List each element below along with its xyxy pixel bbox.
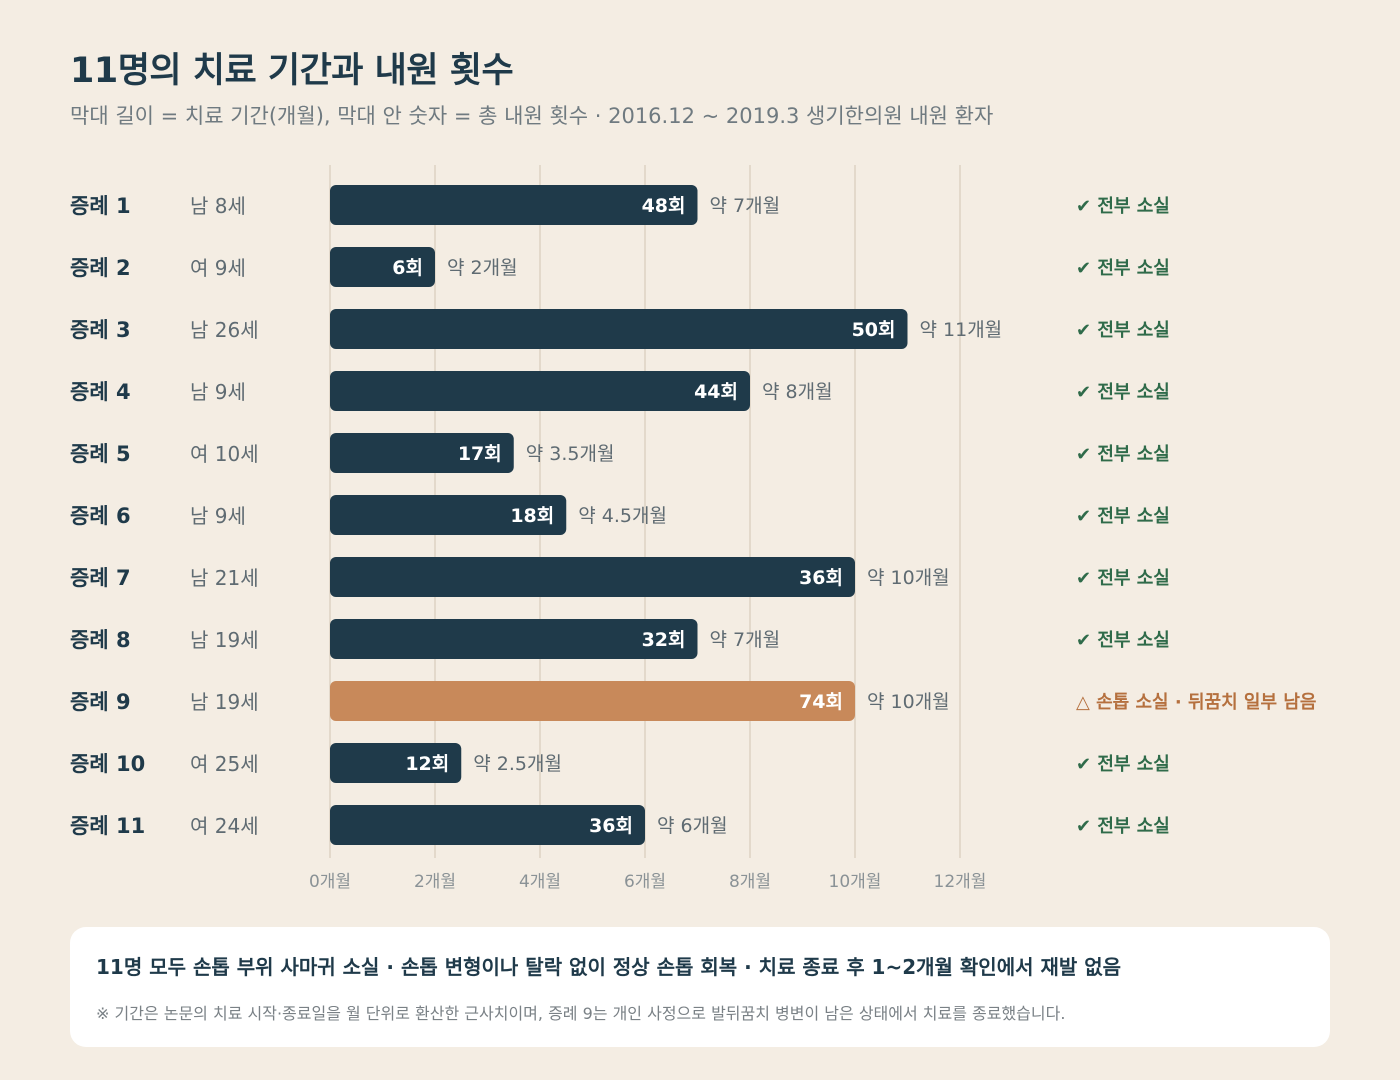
chart-row: 증례 6 남 9세 18회 약 4.5개월 ✔ 전부 소실 <box>70 495 1170 535</box>
patient-label: 남 19세 <box>190 690 259 714</box>
footnote-text: ※ 기간은 논문의 치료 시작·종료일을 월 단위로 환산한 근사치이며, 증례… <box>96 1004 1066 1023</box>
chart-row: 증례 11 여 24세 36회 약 6개월 ✔ 전부 소실 <box>70 805 1170 845</box>
case-label: 증례 1 <box>70 194 131 218</box>
patient-label: 여 25세 <box>190 752 259 776</box>
status-label: ✔ 전부 소실 <box>1076 816 1170 837</box>
x-tick-label: 2개월 <box>414 872 456 892</box>
bar-duration-label: 약 7개월 <box>710 629 781 651</box>
case-label: 증례 3 <box>70 318 131 342</box>
summary-text: 11명 모두 손톱 부위 사마귀 소실 · 손톱 변형이나 탈락 없이 정상 손… <box>96 955 1122 979</box>
chart-row: 증례 9 남 19세 74회 약 10개월 △ 손톱 소실 · 뒤꿈치 일부 남음 <box>70 681 1316 721</box>
bar <box>330 681 855 721</box>
bar-duration-label: 약 6개월 <box>657 815 728 837</box>
status-label: ✔ 전부 소실 <box>1076 506 1170 527</box>
bar-visits-label: 12회 <box>405 753 449 775</box>
bar <box>330 495 567 535</box>
chart-row: 증례 3 남 26세 50회 약 11개월 ✔ 전부 소실 <box>70 309 1170 349</box>
chart-row: 증례 7 남 21세 36회 약 10개월 ✔ 전부 소실 <box>70 557 1170 597</box>
bar <box>330 743 462 783</box>
case-label: 증례 5 <box>70 442 131 466</box>
bar-visits-label: 48회 <box>642 195 686 217</box>
status-label: △ 손톱 소실 · 뒤꿈치 일부 남음 <box>1076 692 1316 713</box>
bar-duration-label: 약 8개월 <box>762 381 833 403</box>
bar-visits-label: 44회 <box>694 381 738 403</box>
bar-visits-label: 17회 <box>458 443 502 465</box>
x-tick-label: 4개월 <box>519 872 561 892</box>
status-label: ✔ 전부 소실 <box>1076 382 1170 403</box>
bar-visits-label: 74회 <box>799 691 843 713</box>
x-tick-label: 10개월 <box>829 872 882 892</box>
bar <box>330 185 698 225</box>
patient-label: 여 9세 <box>190 256 246 280</box>
bar-visits-label: 36회 <box>799 567 843 589</box>
bar <box>330 557 855 597</box>
bar-duration-label: 약 3.5개월 <box>526 443 615 465</box>
bar <box>330 309 908 349</box>
bar-visits-label: 50회 <box>852 319 896 341</box>
case-label: 증례 2 <box>70 256 131 280</box>
bar-duration-label: 약 2개월 <box>447 257 518 279</box>
x-tick-label: 6개월 <box>624 872 666 892</box>
bar-duration-label: 약 4.5개월 <box>578 505 667 527</box>
bar-duration-label: 약 7개월 <box>710 195 781 217</box>
bar-visits-label: 32회 <box>642 629 686 651</box>
chart-row: 증례 5 여 10세 17회 약 3.5개월 ✔ 전부 소실 <box>70 433 1170 473</box>
bar-duration-label: 약 2.5개월 <box>473 753 562 775</box>
case-label: 증례 7 <box>70 566 131 590</box>
bar <box>330 619 698 659</box>
page-title: 11명의 치료 기간과 내원 횟수 <box>70 51 514 91</box>
bar-duration-label: 약 11개월 <box>920 319 1003 341</box>
bar <box>330 247 435 287</box>
case-label: 증례 8 <box>70 628 131 652</box>
status-label: ✔ 전부 소실 <box>1076 196 1170 217</box>
bar-duration-label: 약 10개월 <box>867 567 950 589</box>
chart-row: 증례 10 여 25세 12회 약 2.5개월 ✔ 전부 소실 <box>70 743 1170 783</box>
status-label: ✔ 전부 소실 <box>1076 320 1170 341</box>
case-label: 증례 6 <box>70 504 131 528</box>
status-label: ✔ 전부 소실 <box>1076 444 1170 465</box>
chart-row: 증례 1 남 8세 48회 약 7개월 ✔ 전부 소실 <box>70 185 1170 225</box>
patient-label: 남 26세 <box>190 318 259 342</box>
bar-visits-label: 18회 <box>510 505 554 527</box>
chart-row: 증례 4 남 9세 44회 약 8개월 ✔ 전부 소실 <box>70 371 1170 411</box>
x-tick-label: 0개월 <box>309 872 351 892</box>
patient-label: 남 19세 <box>190 628 259 652</box>
patient-label: 남 8세 <box>190 194 246 218</box>
bar-duration-label: 약 10개월 <box>867 691 950 713</box>
status-label: ✔ 전부 소실 <box>1076 568 1170 589</box>
x-tick-label: 8개월 <box>729 872 771 892</box>
chart-row: 증례 2 여 9세 6회 약 2개월 ✔ 전부 소실 <box>70 247 1170 287</box>
bar-visits-label: 6회 <box>392 257 423 279</box>
patient-label: 남 9세 <box>190 380 246 404</box>
x-axis-ticks: 0개월 2개월 4개월 6개월 8개월 10개월 12개월 <box>309 872 987 892</box>
bar <box>330 371 750 411</box>
status-label: ✔ 전부 소실 <box>1076 258 1170 279</box>
case-label: 증례 4 <box>70 380 131 404</box>
patient-label: 여 10세 <box>190 442 259 466</box>
summary-box: 11명 모두 손톱 부위 사마귀 소실 · 손톱 변형이나 탈락 없이 정상 손… <box>70 927 1330 1047</box>
case-label: 증례 9 <box>70 690 131 714</box>
case-label: 증례 11 <box>70 814 145 838</box>
status-label: ✔ 전부 소실 <box>1076 754 1170 775</box>
bar <box>330 805 645 845</box>
case-label: 증례 10 <box>70 752 145 776</box>
bar-visits-label: 36회 <box>589 815 633 837</box>
page-subtitle: 막대 길이 = 치료 기간(개월), 막대 안 숫자 = 총 내원 횟수 · 2… <box>70 104 994 128</box>
x-tick-label: 12개월 <box>934 872 987 892</box>
patient-label: 남 21세 <box>190 566 259 590</box>
patient-label: 남 9세 <box>190 504 246 528</box>
status-label: ✔ 전부 소실 <box>1076 630 1170 651</box>
patient-label: 여 24세 <box>190 814 259 838</box>
bar <box>330 433 514 473</box>
chart-row: 증례 8 남 19세 32회 약 7개월 ✔ 전부 소실 <box>70 619 1170 659</box>
